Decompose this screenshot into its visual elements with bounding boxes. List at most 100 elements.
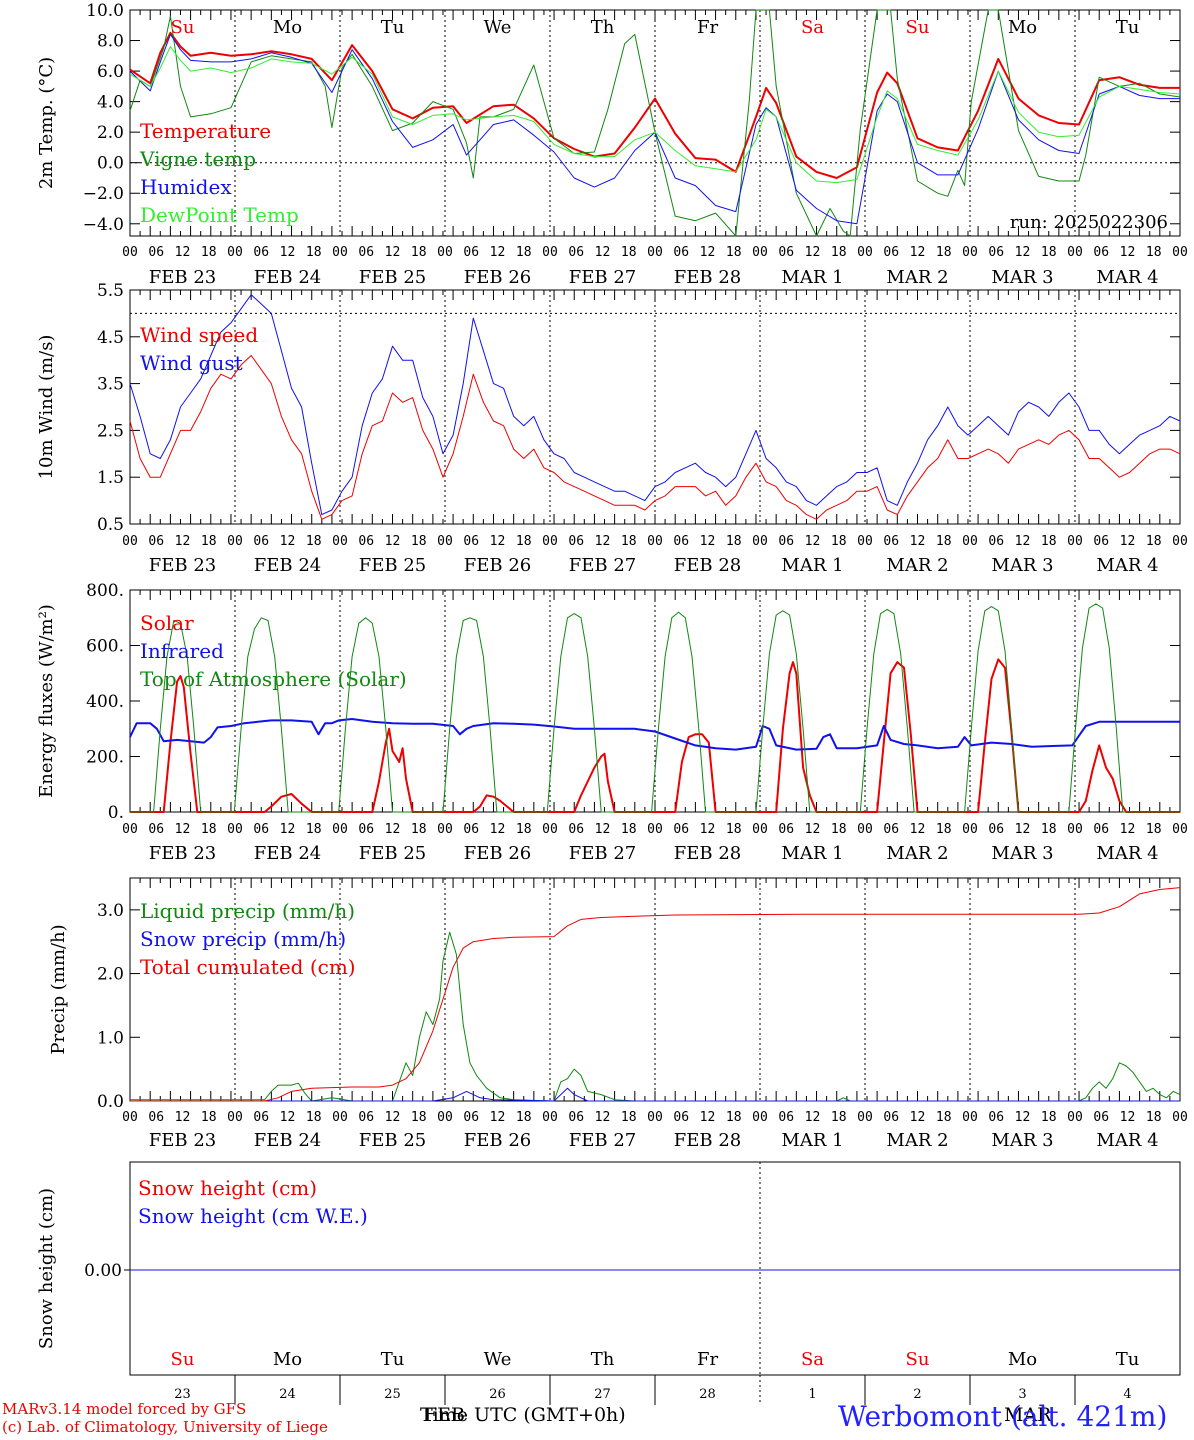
date-label: MAR 2: [886, 1130, 948, 1151]
hour-label: 06: [673, 534, 689, 549]
date-label: FEB 26: [464, 1130, 531, 1151]
date-label: FEB 26: [464, 843, 531, 864]
hour-label: 00: [122, 822, 138, 837]
hour-label: 06: [778, 245, 794, 260]
weekday-label: Sa: [801, 1349, 824, 1370]
hour-label: 12: [385, 534, 401, 549]
y-tick-label: 2.0: [97, 965, 124, 985]
hour-label: 06: [358, 534, 374, 549]
time-axis-title: Time UTC (GMT+0h): [420, 1404, 626, 1426]
hour-label: 06: [148, 245, 164, 260]
hour-label: 00: [752, 1110, 768, 1125]
legend-entry: Snow height (cm W.E.): [138, 1204, 368, 1228]
day-number-label: 24: [279, 1387, 296, 1402]
hour-label: 06: [358, 1110, 374, 1125]
y-tick-label: 600.: [86, 637, 124, 657]
hour-label: 06: [673, 245, 689, 260]
y-tick-label: 6.0: [97, 62, 124, 82]
hour-label: 12: [1120, 245, 1136, 260]
hour-label: 18: [1146, 1110, 1162, 1125]
date-label: FEB 28: [674, 555, 741, 576]
date-label: FEB 24: [254, 1130, 321, 1151]
hour-label: 18: [516, 245, 532, 260]
legend-entry: Wind gust: [140, 351, 243, 375]
hour-label: 00: [542, 1110, 558, 1125]
hour-label: 18: [726, 534, 742, 549]
day-number-label: 4: [1123, 1387, 1131, 1402]
hour-label: 06: [463, 1110, 479, 1125]
day-number-label: 2: [913, 1387, 921, 1402]
date-label: FEB 27: [569, 1130, 636, 1151]
hour-label: 00: [1067, 534, 1083, 549]
hour-label: 00: [332, 1110, 348, 1125]
hour-label: 00: [1172, 245, 1188, 260]
hour-label: 12: [490, 245, 506, 260]
hour-label: 06: [988, 1110, 1004, 1125]
date-label: MAR 3: [991, 267, 1053, 288]
hour-label: 18: [201, 822, 217, 837]
hour-label: 18: [306, 822, 322, 837]
day-number-label: 26: [489, 1387, 506, 1402]
footer-month-mar: MAR: [1004, 1404, 1052, 1426]
y-axis-label: 10m Wind (m/s): [36, 335, 57, 480]
date-label: FEB 28: [674, 1130, 741, 1151]
hour-label: 06: [568, 1110, 584, 1125]
date-label: MAR 1: [781, 1130, 843, 1151]
hour-label: 12: [700, 245, 716, 260]
date-label: FEB 23: [149, 267, 216, 288]
hour-label: 12: [700, 822, 716, 837]
hour-label: 00: [122, 534, 138, 549]
date-label: FEB 28: [674, 843, 741, 864]
series-line-snow-precip-mm-h-: [130, 1087, 1180, 1102]
hour-label: 00: [857, 1110, 873, 1125]
date-label: FEB 26: [464, 267, 531, 288]
hour-label: 06: [883, 822, 899, 837]
hour-label: 18: [516, 822, 532, 837]
hour-label: 18: [411, 1110, 427, 1125]
hour-label: 18: [936, 534, 952, 549]
series-line-dewpoint-temp: [129, 46, 1181, 184]
day-number-label: 27: [594, 1387, 611, 1402]
y-tick-label: 0.0: [97, 1092, 124, 1112]
legend-entry: Snow precip (mm/h): [140, 927, 346, 951]
hour-label: 18: [411, 534, 427, 549]
series-line-top-of-atmosphere-solar-: [130, 603, 1180, 813]
hour-label: 00: [227, 1110, 243, 1125]
weekday-label: Fr: [697, 1349, 718, 1370]
hour-label: 18: [936, 245, 952, 260]
y-axis-label: Energy fluxes (W/m²): [36, 604, 57, 798]
hour-label: 00: [227, 822, 243, 837]
weekday-label: Mo: [1008, 1349, 1037, 1370]
date-label: MAR 1: [781, 555, 843, 576]
hour-label: 18: [831, 534, 847, 549]
hour-label: 00: [542, 245, 558, 260]
hour-label: 12: [175, 822, 191, 837]
hour-label: 18: [621, 1110, 637, 1125]
weekday-label: Th: [591, 17, 615, 38]
hour-label: 12: [1015, 245, 1031, 260]
legend-entry: Top of Atmosphere (Solar): [140, 667, 407, 691]
hour-label: 00: [857, 245, 873, 260]
date-label: MAR 4: [1096, 267, 1158, 288]
hour-label: 12: [490, 822, 506, 837]
series-line-liquid-precip-mm-h-: [130, 931, 1181, 1102]
hour-label: 06: [778, 534, 794, 549]
hour-label: 12: [595, 822, 611, 837]
date-label: MAR 4: [1096, 555, 1158, 576]
hour-label: 00: [332, 245, 348, 260]
y-tick-label: 1.5: [97, 468, 124, 488]
y-tick-label: 0.00: [84, 1261, 122, 1281]
hour-label: 18: [1041, 245, 1057, 260]
hour-label: 18: [1146, 245, 1162, 260]
date-label: FEB 26: [464, 555, 531, 576]
hour-label: 18: [516, 534, 532, 549]
legend-entry: Solar: [140, 611, 194, 635]
hour-label: 06: [1093, 1110, 1109, 1125]
weekday-label: Tu: [1116, 17, 1140, 38]
weekday-label: Mo: [273, 1349, 302, 1370]
hour-label: 00: [962, 1110, 978, 1125]
hour-label: 12: [910, 1110, 926, 1125]
hour-label: 00: [647, 534, 663, 549]
hour-label: 12: [175, 245, 191, 260]
hour-label: 00: [752, 822, 768, 837]
